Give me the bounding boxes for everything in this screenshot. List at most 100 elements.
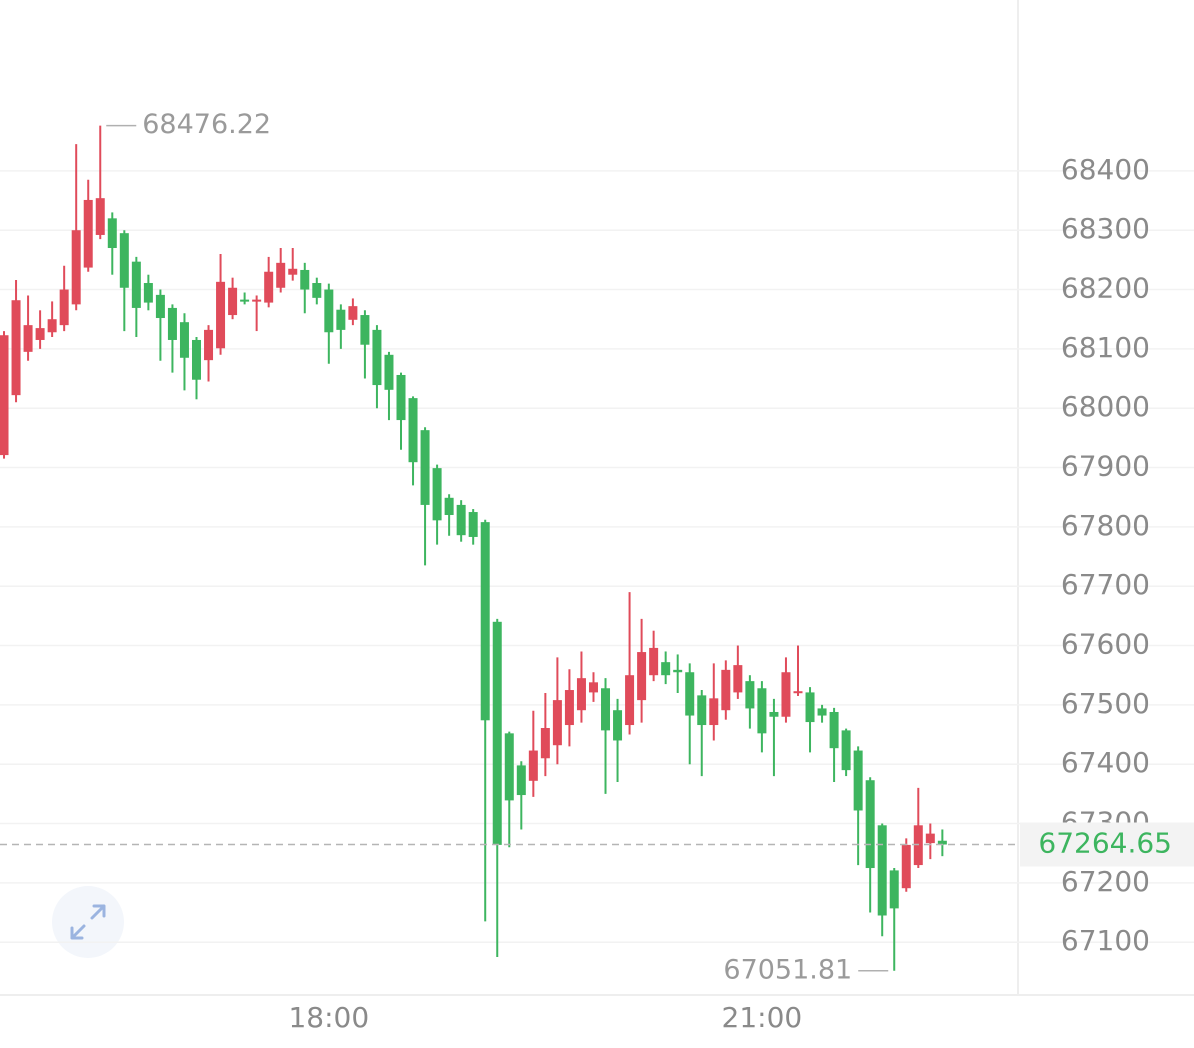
y-tick-label: 67100 [1061,924,1150,957]
candle-body [829,711,839,749]
candle-body [59,289,69,326]
candle-body [384,354,394,390]
candle-body [601,688,611,731]
candle-body [0,335,9,456]
candle-body [240,299,250,302]
candle-body [444,497,454,516]
candle-body [264,271,274,303]
candle-body [288,268,298,275]
y-tick-label: 67200 [1061,865,1150,898]
candle-body [396,374,406,421]
candle-body [492,621,502,845]
candle-body [420,430,430,505]
candle-body [889,870,899,909]
candle-body [817,708,827,716]
candle-body [300,269,310,290]
candle-body [276,262,286,288]
candle-body [709,698,719,726]
candle-body [95,198,105,235]
candle-body [841,730,851,771]
candle-body [216,281,226,349]
high-annotation: 68476.22 [142,109,271,140]
candle-body [649,647,659,676]
candle-body [697,695,707,726]
candle-body [769,711,779,717]
candle-body [408,398,418,463]
candle-body [733,665,743,693]
candle-body [432,468,442,521]
candle-body [468,512,478,537]
candle-body [661,662,671,676]
candle-body [71,230,81,305]
candle-body [131,261,141,308]
candle-body [83,199,93,268]
candle-body [143,283,153,303]
candle-body [23,325,33,352]
last-price-box [1020,822,1194,867]
candle-body [480,522,490,721]
x-tick-label: 18:00 [288,1001,369,1034]
candle-body [853,750,863,811]
candle-body [805,692,815,723]
candle-body [119,233,129,288]
candle-body [191,339,201,380]
low-annotation: 67051.81 [723,954,852,985]
candle-body [107,218,117,249]
last-price-label: 67264.65 [1038,827,1172,860]
candle-body [721,669,731,711]
candle-body [504,733,514,801]
candle-body [576,678,586,711]
y-tick-label: 67400 [1061,746,1150,779]
x-tick-label: 21:00 [722,1001,803,1034]
candle-body [35,328,45,340]
y-tick-label: 68000 [1061,390,1150,423]
candle-body [252,299,262,302]
candle-body [685,672,695,716]
candle-body [228,287,238,316]
candle-body [925,833,935,844]
expand-icon[interactable] [70,904,106,940]
candle-body [564,690,574,726]
candle-body [204,329,214,361]
candle-body [540,728,550,759]
candle-body [877,825,887,916]
y-tick-label: 67500 [1061,687,1150,720]
candle-body [47,319,57,333]
candle-body [937,840,947,845]
candle-body [155,294,165,319]
candle-body [552,700,562,746]
y-tick-label: 67900 [1061,450,1150,483]
y-tick-label: 67700 [1061,568,1150,601]
candle-body [637,652,647,701]
candle-body [372,329,382,386]
candle-body [793,691,803,694]
candle-body [348,306,358,320]
candle-body [167,307,177,340]
y-tick-label: 67600 [1061,628,1150,661]
y-tick-label: 68400 [1061,153,1150,186]
candle-body [625,675,635,726]
candle-body [745,681,755,709]
candle-body [336,309,346,330]
expand-button[interactable] [52,886,124,958]
candle-body [781,672,791,717]
candle-body [312,283,322,298]
candle-body [516,765,526,796]
y-tick-label: 68100 [1061,331,1150,364]
candle-body [528,750,538,781]
candle-body [757,688,767,734]
candle-body [588,682,598,693]
candle-body [11,300,21,396]
candle-body [613,710,623,741]
candle-body [865,780,875,869]
candle-body [901,844,911,889]
candle-body [673,669,683,673]
expand-bg[interactable] [52,886,124,958]
y-tick-label: 68300 [1061,212,1150,245]
candle-body [324,289,334,333]
y-tick-label: 67800 [1061,509,1150,542]
candle-body [456,504,466,536]
y-tick-label: 68200 [1061,272,1150,305]
candle-body [179,322,189,358]
